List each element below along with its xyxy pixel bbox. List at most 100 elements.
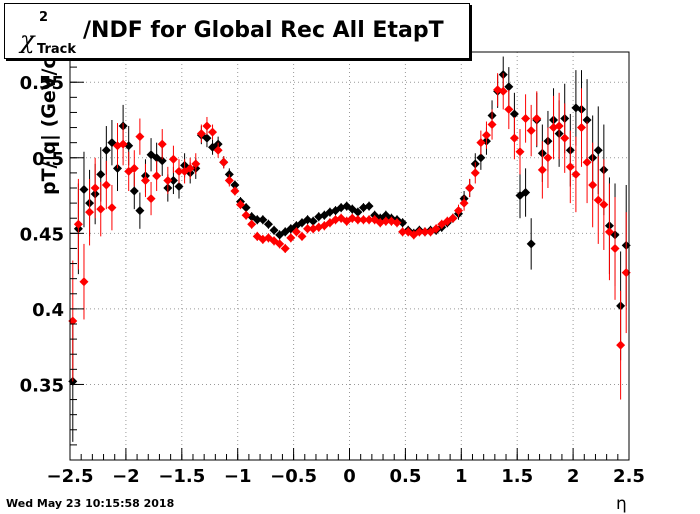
data-point — [476, 138, 486, 148]
data-point — [509, 133, 519, 143]
data-point — [532, 113, 542, 123]
data-point — [448, 213, 458, 223]
data-point — [599, 200, 609, 210]
data-point — [241, 210, 251, 220]
data-point — [230, 186, 240, 196]
x-tick-label: −2 — [112, 466, 140, 487]
data-point — [269, 225, 279, 235]
data-point — [286, 233, 296, 243]
data-point — [219, 157, 229, 167]
data-point — [504, 82, 514, 92]
data-point — [140, 175, 150, 185]
data-point — [224, 175, 234, 185]
data-point — [107, 203, 117, 213]
data-point — [202, 133, 212, 143]
data-point — [543, 153, 553, 163]
data-point — [526, 239, 536, 249]
data-point — [459, 198, 469, 208]
data-point — [465, 183, 475, 193]
data-point — [291, 227, 301, 237]
data-point — [610, 243, 620, 253]
data-point — [358, 215, 368, 225]
data-point — [79, 185, 89, 195]
data-point — [303, 224, 313, 234]
y-axis-label: pT/|q| (GeV/c — [38, 57, 60, 195]
data-point — [364, 215, 374, 225]
x-tick-label: 1 — [455, 466, 468, 487]
data-point — [420, 227, 430, 237]
data-point — [565, 162, 575, 172]
grid-lines — [70, 52, 629, 460]
data-point — [454, 206, 464, 216]
data-point — [521, 113, 531, 123]
y-tick-label: 0.5 — [32, 149, 64, 170]
data-point — [168, 175, 178, 185]
x-axis-label: η — [616, 494, 627, 514]
data-point — [297, 231, 307, 241]
chart-title-box: χ 2 Track /NDF for Global Rec All EtapT — [4, 3, 470, 59]
data-point — [258, 215, 268, 225]
data-point — [185, 163, 195, 173]
data-point — [280, 243, 290, 253]
data-point — [515, 147, 525, 157]
data-point — [196, 129, 206, 139]
data-point — [398, 227, 408, 237]
data-point — [252, 215, 262, 225]
data-point — [191, 159, 201, 169]
data-point — [582, 157, 592, 167]
data-point — [135, 206, 145, 216]
data-point — [308, 216, 318, 226]
data-point — [588, 180, 598, 190]
data-point — [498, 86, 508, 96]
data-point — [487, 120, 497, 130]
data-point — [604, 227, 614, 237]
data-point — [571, 169, 581, 179]
data-point — [146, 194, 156, 204]
data-point — [152, 171, 162, 181]
chart-title: /NDF for Global Rec All EtapT — [83, 18, 444, 43]
data-point — [85, 207, 95, 217]
data-point — [247, 219, 257, 229]
data-point — [504, 104, 514, 114]
data-point — [353, 215, 363, 225]
x-tick-label: 2.5 — [613, 466, 645, 487]
x-tick-label: 2 — [567, 466, 580, 487]
data-point — [476, 153, 486, 163]
data-point — [616, 340, 626, 350]
data-point — [68, 316, 78, 326]
data-point — [202, 121, 212, 131]
data-point — [96, 204, 106, 214]
data-point — [101, 145, 111, 155]
data-point — [213, 145, 223, 155]
data-point — [174, 166, 184, 176]
data-point — [79, 277, 89, 287]
data-point — [129, 163, 139, 173]
x-tick-label: −1.5 — [158, 466, 205, 487]
data-point — [381, 216, 391, 226]
data-point — [275, 239, 285, 249]
data-point — [353, 207, 363, 217]
data-point — [560, 133, 570, 143]
data-point — [431, 224, 441, 234]
x-tick-label: 0 — [343, 466, 356, 487]
data-point — [157, 156, 167, 166]
data-points — [68, 56, 631, 442]
data-point — [621, 268, 631, 278]
y-tick-label: 0.35 — [20, 375, 64, 396]
title-subscript: Track — [37, 42, 76, 57]
data-point — [526, 126, 536, 136]
data-point — [470, 168, 480, 178]
y-tick-label: 0.45 — [20, 224, 64, 245]
axis-ticks: −2.5 −2 −1.5 −1 −0.5 0 0.5 1 1.5 2 2.5 0.35 0.4 0.45 0… — [20, 66, 645, 487]
data-point — [163, 175, 173, 185]
data-point — [235, 200, 245, 210]
data-point — [118, 139, 128, 149]
timestamp: Wed May 23 10:15:58 2018 — [6, 497, 175, 510]
data-point — [135, 132, 145, 142]
data-point — [537, 165, 547, 175]
data-point — [398, 218, 408, 228]
data-point — [481, 130, 491, 140]
data-point — [96, 169, 106, 179]
data-point — [554, 121, 564, 131]
